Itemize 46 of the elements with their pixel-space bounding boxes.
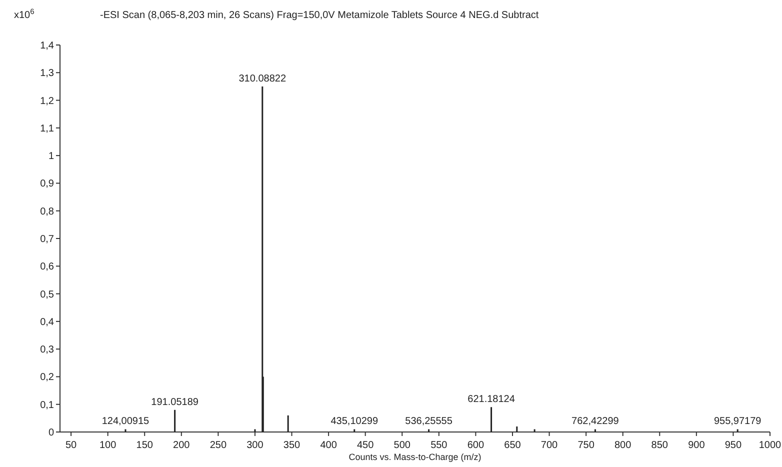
y-tick-label: 0,6 bbox=[40, 262, 54, 273]
annotation: 621.18124 bbox=[468, 394, 516, 406]
y-tick-label: 0,2 bbox=[40, 372, 54, 384]
x-tick-label: 450 bbox=[356, 440, 374, 451]
annotation: 762,42299 bbox=[572, 416, 620, 428]
y-tick-label: 0,8 bbox=[40, 206, 54, 218]
y-tick-label: 0,7 bbox=[40, 234, 54, 245]
x-tick-label: 50 bbox=[65, 440, 78, 451]
y-tick-label: 0,4 bbox=[40, 316, 54, 328]
x-tick-label: 700 bbox=[540, 440, 558, 451]
y-tick-label: 0,5 bbox=[40, 289, 54, 300]
annotation: 536,25555 bbox=[405, 416, 453, 428]
x-tick-label: 100 bbox=[99, 440, 117, 451]
x-tick-label: 900 bbox=[688, 440, 706, 451]
x-tick-label: 750 bbox=[578, 440, 595, 451]
x-tick-label: 200 bbox=[173, 440, 190, 451]
y-tick-label: 0,1 bbox=[40, 400, 54, 411]
text: x10$^{6}$ bbox=[14, 6, 34, 21]
y-tick-label: 0,3 bbox=[40, 344, 54, 356]
y-tick-label: 1,1 bbox=[40, 123, 54, 134]
x-tick-label: 500 bbox=[394, 440, 411, 451]
x-tick-label: 250 bbox=[210, 440, 227, 451]
x-tick-label: 650 bbox=[504, 440, 522, 451]
annotation: 435,10299 bbox=[330, 416, 378, 428]
x-tick-label: 300 bbox=[246, 440, 264, 451]
annotation: 191.05189 bbox=[151, 396, 199, 408]
y-tick-label: 1,3 bbox=[40, 68, 54, 80]
y-tick-label: 0,9 bbox=[40, 178, 54, 190]
y-tick-label: 1,2 bbox=[40, 96, 54, 107]
annotation: 955,97179 bbox=[714, 416, 762, 428]
annotation: 124,00915 bbox=[102, 416, 150, 428]
x-tick-label: 950 bbox=[724, 440, 742, 451]
x-tick-label: 850 bbox=[651, 440, 668, 451]
x-tick-label: 1000 bbox=[758, 440, 782, 451]
chart-title: -ESI Scan (8,065-8,203 min, 26 Scans) Frag=150,0V Metamizole Tablets Source 4 NEG.d Subtract bbox=[100, 10, 539, 21]
x-tick-label: 350 bbox=[283, 440, 301, 451]
y-tick-label: 0 bbox=[48, 428, 54, 438]
x-axis-title: Counts vs. Mass-to-Charge (m/z) bbox=[348, 452, 482, 462]
x-tick-label: 400 bbox=[320, 440, 338, 451]
x-tick-label: 150 bbox=[136, 440, 154, 451]
x-tick-label: 600 bbox=[467, 440, 484, 451]
annotation: 310.08822 bbox=[238, 73, 286, 84]
x-tick-label: 800 bbox=[614, 440, 632, 451]
x-tick-label: 550 bbox=[430, 440, 448, 451]
y-tick-label: 1,4 bbox=[40, 40, 54, 52]
y-tick-label: 1 bbox=[48, 151, 54, 162]
